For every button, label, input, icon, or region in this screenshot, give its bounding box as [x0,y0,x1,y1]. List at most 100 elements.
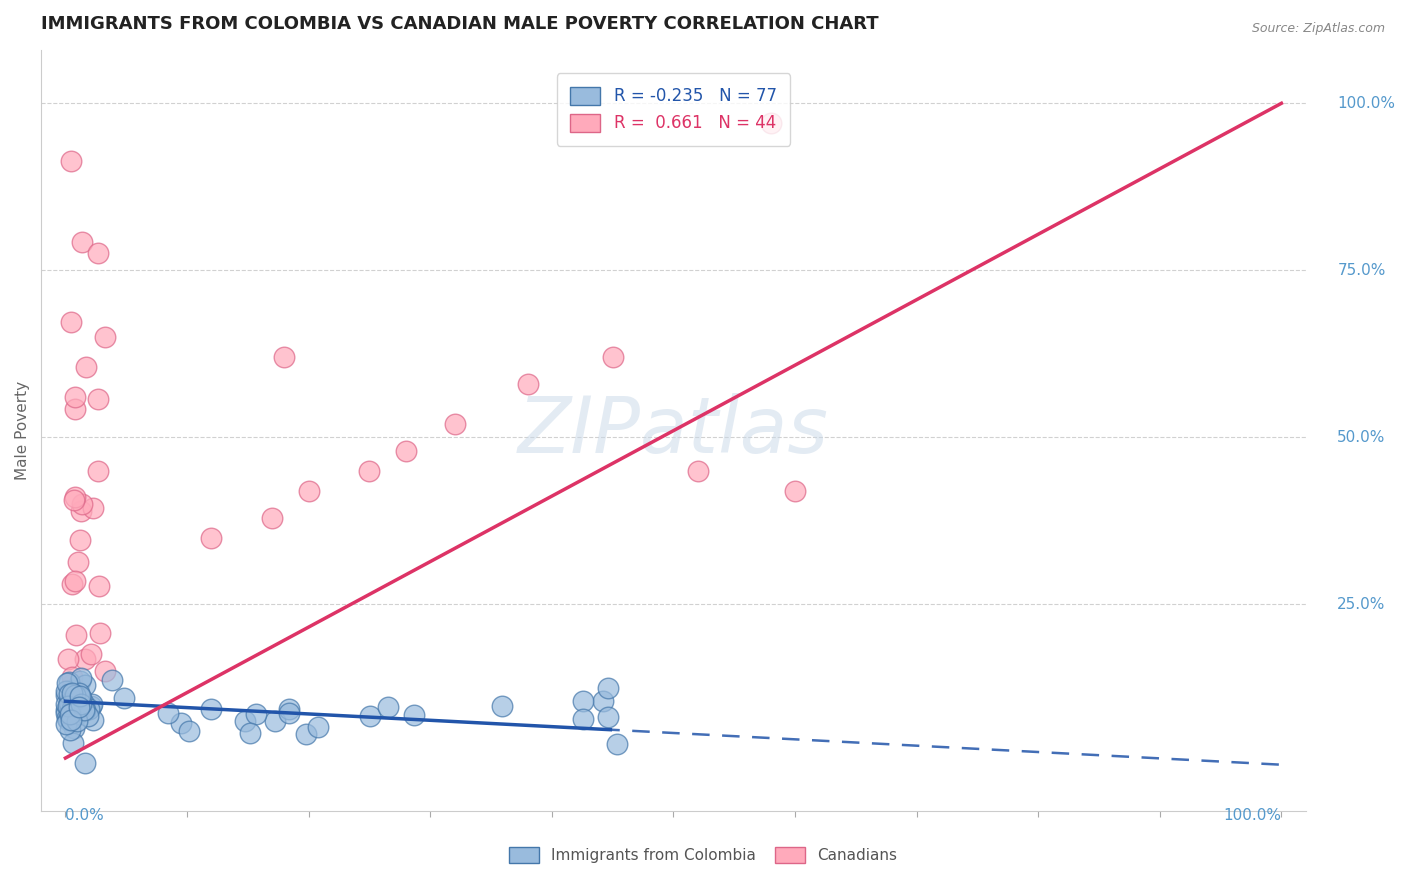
Point [263,714,285,728]
Point [60,686,83,700]
Point [67,699,90,714]
Point [58,675,80,690]
Point [395,443,418,458]
Point [70,497,93,511]
Point [235,714,257,728]
Point [55,716,77,731]
Point [60,695,83,709]
Point [101,673,124,687]
Point [73,756,96,771]
Point [73,703,96,717]
Point [783,483,806,498]
Point [596,681,619,695]
Point [75,359,97,374]
Point [60,702,83,716]
Point [60,670,83,684]
Text: Source: ZipAtlas.com: Source: ZipAtlas.com [1251,22,1385,36]
Point [200,702,222,716]
Point [75,704,97,718]
Text: 100.0%: 100.0% [1223,808,1281,823]
Point [759,116,782,130]
Point [443,417,465,431]
Point [58,687,80,701]
Point [60,696,83,710]
Point [60,577,83,591]
Point [55,703,77,717]
Point [87,392,110,406]
Text: 0.0%: 0.0% [66,808,104,823]
Point [70,697,93,711]
Text: 50.0%: 50.0% [1337,430,1386,445]
Point [59,698,82,712]
Point [56,676,79,690]
Point [69,533,91,547]
Point [87,464,110,478]
Point [572,712,595,726]
Text: 75.0%: 75.0% [1337,263,1386,277]
Legend: R = -0.235   N = 77, R =  0.661   N = 44: R = -0.235 N = 77, R = 0.661 N = 44 [557,73,790,145]
Point [359,709,381,723]
Legend: Immigrants from Colombia, Canadians: Immigrants from Colombia, Canadians [501,839,905,871]
Point [62,703,84,717]
Point [65,491,87,505]
Point [62,735,84,749]
Point [63,701,86,715]
Point [491,698,513,713]
Point [62,710,84,724]
Point [56,698,79,713]
Point [66,690,89,705]
Point [307,720,329,734]
Point [592,694,614,708]
Text: 100.0%: 100.0% [1337,95,1395,111]
Point [82,500,104,515]
Point [359,464,381,478]
Point [94,330,117,344]
Point [273,350,295,364]
Point [58,696,80,710]
Point [112,691,135,706]
Point [516,376,538,391]
Point [179,724,201,739]
Point [62,492,84,507]
Point [59,714,82,728]
Point [602,350,624,364]
Point [69,691,91,706]
Point [58,713,80,727]
Point [572,694,595,708]
Point [59,154,82,169]
Point [298,483,321,498]
Point [377,699,399,714]
Point [70,504,93,518]
Text: ZIPatlas: ZIPatlas [517,392,830,468]
Point [75,678,97,692]
Point [55,688,77,702]
Point [80,647,103,661]
Point [89,625,111,640]
Point [63,721,86,735]
Point [79,702,101,716]
Point [82,697,104,711]
Point [65,628,87,642]
Point [262,510,284,524]
Point [82,713,104,727]
Point [606,737,628,751]
Point [56,711,79,725]
Point [65,707,87,722]
Point [66,714,89,728]
Point [55,706,77,720]
Point [75,652,97,666]
Point [277,702,299,716]
Point [69,691,91,706]
Point [55,684,77,698]
Point [70,706,93,720]
Point [69,690,91,704]
Y-axis label: Male Poverty: Male Poverty [15,381,30,480]
Point [65,574,87,588]
Point [79,698,101,713]
Point [55,698,77,712]
Point [59,706,82,720]
Point [294,726,316,740]
Point [69,674,91,689]
Point [60,682,83,697]
Point [200,531,222,545]
